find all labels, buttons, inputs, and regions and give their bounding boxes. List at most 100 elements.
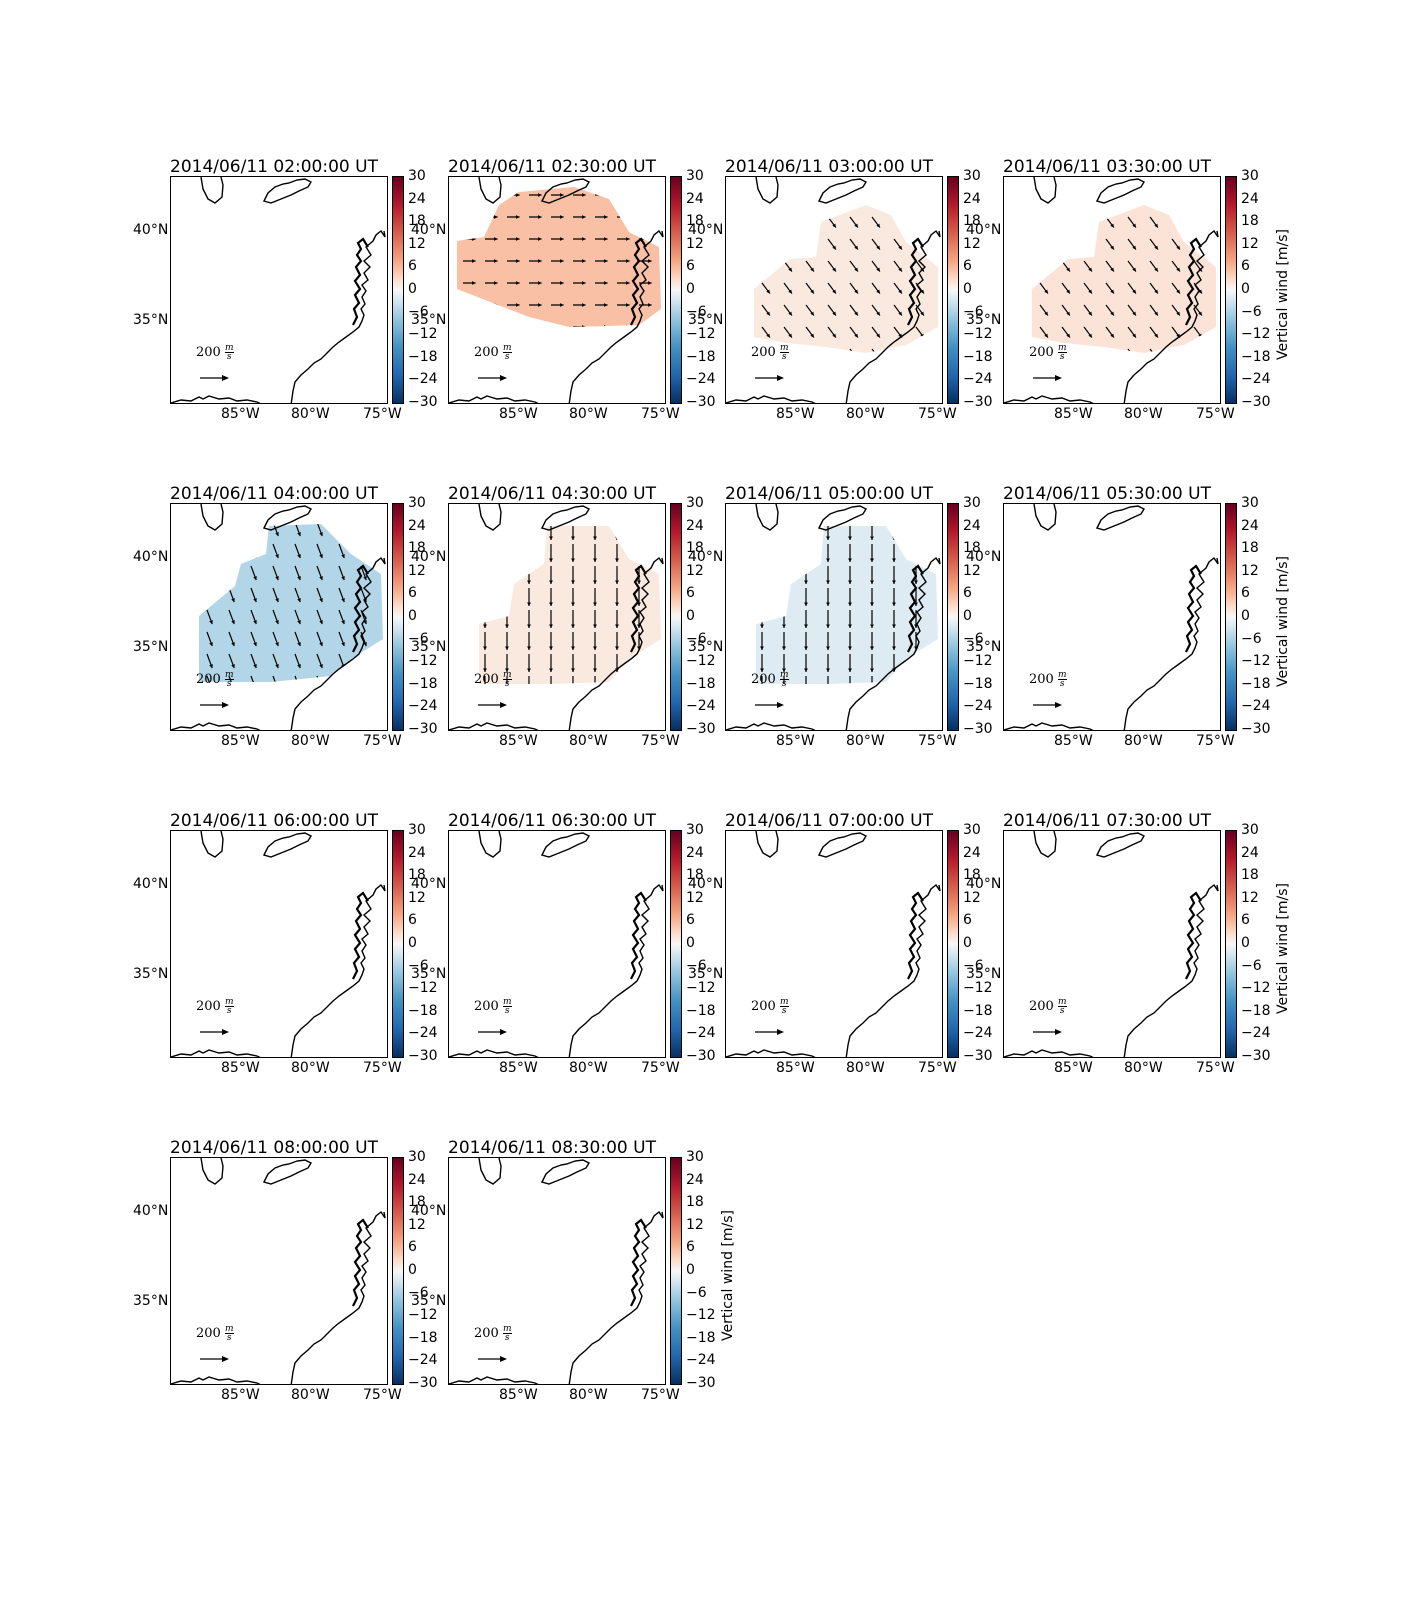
map-canvas [449,504,664,730]
colorbar-tick-label: 6 [686,258,695,275]
map-area [448,1157,666,1385]
colorbar-tick-label: 18 [963,540,981,557]
wind-arrow [1083,216,1093,228]
lat-label: 35°N [966,966,1002,982]
colorbar-tick-label: 30 [1241,822,1259,838]
wind-arrow [1083,238,1093,250]
map-canvas [726,831,941,1057]
wind-arrow [1018,349,1026,360]
wind-arrow [1193,216,1203,228]
colorbar-tick-label: 12 [408,235,426,252]
wind-arrow [228,524,235,537]
wind-arrow [1018,217,1026,228]
colorbar-tick-label: 12 [686,1216,704,1233]
colorbar-tick-label: −30 [408,394,438,410]
colorbar-tick-label: 18 [408,867,426,884]
coastline [171,177,386,403]
lat-label: 40°N [133,549,169,565]
lat-label: 35°N [966,639,1002,655]
colorbar-label: Vertical wind [m/s] [1275,883,1291,1014]
colorbar-tick-label: −6 [1241,630,1262,647]
lon-label: 75°W [363,1060,402,1076]
colorbar-tick-label: −30 [963,1048,993,1064]
colorbar-tick-label: −24 [1241,1025,1271,1042]
wind-arrow [1061,205,1071,206]
colorbar [392,1157,404,1385]
lon-label: 85°W [776,1060,815,1076]
colorbar [947,503,959,731]
wind-arrow [783,216,793,228]
panel-title: 2014/06/11 04:00:00 UT [170,484,378,504]
lon-label: 80°W [846,733,885,749]
wind-arrow [1061,216,1071,228]
colorbar-tick-label: 6 [963,258,972,275]
map-canvas [171,177,386,403]
colorbar-tick-label: −18 [686,675,716,692]
wind-arrow [272,675,279,682]
colorbar-tick-label: −30 [963,721,993,737]
lon-label: 85°W [499,1387,538,1403]
wind-arrow [1018,195,1026,206]
lon-label: 85°W [499,1060,538,1076]
wind-arrow [871,348,881,353]
colorbar-tick-label: −12 [408,980,438,997]
panel-title: 2014/06/11 08:30:00 UT [448,1138,656,1158]
wind-arrow [185,654,190,668]
colorbar-tick-label: 6 [686,912,695,929]
colorbar-tick-label: 24 [1241,844,1259,861]
scale-arrow [200,1356,229,1362]
scale-arrow [755,1029,784,1035]
lat-label: 35°N [966,312,1002,328]
colorbar-tick-label: −12 [686,653,716,670]
wind-arrow [1018,305,1026,316]
wind-arrow [206,543,213,559]
map-panel-6: 2014/06/11 04:30:00 UT 200 m s 40°N 35°N 85°W… [411,484,731,749]
wind-arrow [827,348,837,353]
wind-arrow [206,675,213,682]
colorbar-tick-label: 12 [686,235,704,252]
colorbar-tick-label: 12 [686,562,704,579]
colorbar-tick-label: −18 [686,348,716,365]
lat-label: 40°N [411,222,447,238]
wind-arrow [206,565,213,581]
scale-arrow [755,375,784,381]
lat-label: 35°N [411,312,447,328]
wind-arrow [1039,260,1049,272]
map-area [170,1157,388,1385]
colorbar-tick-label: −24 [963,698,993,715]
lon-label: 75°W [363,406,402,422]
wind-arrow [1127,348,1137,353]
wind-arrow [740,261,748,272]
colorbar-tick-label: 30 [408,168,426,184]
wind-arrow [185,610,190,624]
colorbar-tick-label: −6 [686,1284,707,1301]
vertical-wind-field [457,187,661,327]
lat-label: 40°N [966,549,1002,565]
wind-arrow [761,216,771,228]
wind-arrow [1018,283,1026,294]
map-panel-10: 2014/06/11 06:30:00 UT 200 m s 40°N 35°N 85°W… [411,811,731,1076]
colorbar-tick-label: −12 [1241,980,1271,997]
wind-arrow [1171,205,1181,206]
lon-label: 85°W [1054,406,1093,422]
colorbar-tick-label: −30 [1241,394,1271,410]
colorbar-tick-label: −12 [408,326,438,343]
wind-arrow [185,632,190,646]
wind-arrow [1039,216,1049,228]
coastline [449,1158,664,1384]
lat-label: 35°N [688,312,724,328]
colorbar-tick-label: 18 [1241,213,1259,230]
lon-label: 85°W [499,406,538,422]
lon-label: 80°W [1124,1060,1163,1076]
colorbar [1225,830,1237,1058]
wind-arrow [185,588,190,602]
colorbar-tick-label: −18 [686,1002,716,1019]
lon-label: 80°W [846,1060,885,1076]
panel-title: 2014/06/11 06:30:00 UT [448,811,656,831]
lat-label: 35°N [133,312,169,328]
colorbar-tick-label: −18 [1241,1002,1271,1019]
